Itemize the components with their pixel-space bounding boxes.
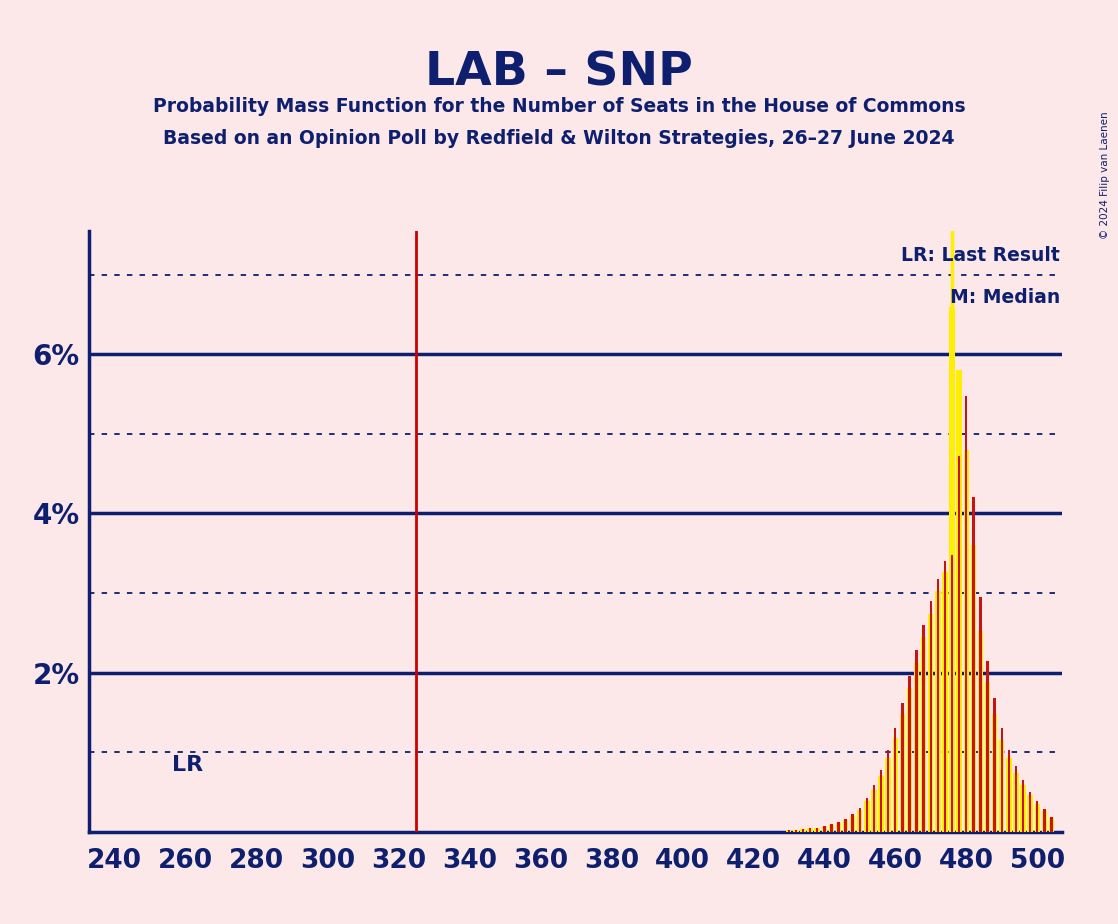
Bar [1042, 811, 1048, 832]
Bar [864, 801, 870, 832]
Bar [843, 821, 849, 832]
Bar [1013, 772, 1018, 832]
Bar [950, 554, 954, 832]
Bar [978, 631, 983, 832]
Text: M: Median: M: Median [950, 288, 1060, 307]
Bar [823, 826, 825, 832]
Bar [852, 814, 854, 832]
Text: Probability Mass Function for the Number of Seats in the House of Commons: Probability Mass Function for the Number… [153, 97, 965, 116]
Bar [894, 728, 897, 832]
Bar [795, 830, 797, 832]
Bar [1043, 809, 1045, 832]
Bar [1034, 804, 1040, 832]
Bar [885, 759, 891, 832]
Bar [965, 395, 967, 832]
Bar [850, 817, 855, 832]
Bar [837, 822, 840, 832]
Bar [935, 591, 940, 832]
Bar [957, 371, 961, 832]
Bar [873, 785, 875, 832]
Bar [900, 714, 904, 832]
Bar [858, 810, 862, 832]
Text: Based on an Opinion Poll by Redfield & Wilton Strategies, 26–27 June 2024: Based on an Opinion Poll by Redfield & W… [163, 129, 955, 149]
Bar [793, 830, 798, 832]
Bar [937, 578, 939, 832]
Bar [916, 650, 918, 832]
Bar [800, 829, 806, 832]
Bar [985, 682, 991, 832]
Bar [836, 823, 841, 832]
Bar [992, 714, 997, 832]
Bar [944, 561, 946, 832]
Bar [844, 819, 846, 832]
Bar [1022, 780, 1024, 832]
Bar [1036, 801, 1039, 832]
Bar [973, 497, 975, 832]
Bar [958, 456, 960, 832]
Bar [1007, 750, 1010, 832]
Bar [787, 830, 790, 832]
Text: LR: Last Result: LR: Last Result [901, 246, 1060, 265]
Bar [994, 698, 996, 832]
Bar [970, 545, 976, 832]
Text: LR: LR [172, 755, 203, 774]
Bar [807, 829, 813, 832]
Bar [815, 828, 819, 832]
Bar [822, 827, 827, 832]
Bar [1021, 784, 1025, 832]
Bar [1050, 818, 1053, 832]
Bar [892, 737, 898, 832]
Bar [908, 676, 911, 832]
Bar [831, 824, 833, 832]
Bar [942, 572, 948, 832]
Bar [1029, 792, 1032, 832]
Text: © 2024 Filip van Laenen: © 2024 Filip van Laenen [1100, 111, 1110, 238]
Bar [929, 601, 932, 832]
Bar [922, 625, 925, 832]
Text: LAB – SNP: LAB – SNP [425, 51, 693, 96]
Bar [901, 703, 903, 832]
Bar [1027, 795, 1033, 832]
Bar [859, 808, 861, 832]
Bar [949, 307, 955, 832]
Bar [871, 790, 877, 832]
Bar [828, 825, 834, 832]
Bar [887, 750, 890, 832]
Bar [1049, 818, 1054, 832]
Bar [879, 776, 883, 832]
Bar [1015, 766, 1017, 832]
Bar [786, 830, 792, 832]
Bar [979, 597, 982, 832]
Bar [1001, 728, 1003, 832]
Bar [921, 638, 927, 832]
Bar [865, 798, 868, 832]
Bar [802, 829, 804, 832]
Bar [913, 663, 919, 832]
Bar [907, 688, 912, 832]
Bar [816, 828, 818, 832]
Bar [964, 450, 969, 832]
Bar [928, 614, 934, 832]
Bar [1006, 759, 1012, 832]
Bar [808, 829, 812, 832]
Bar [880, 770, 882, 832]
Bar [986, 661, 988, 832]
Bar [999, 740, 1004, 832]
